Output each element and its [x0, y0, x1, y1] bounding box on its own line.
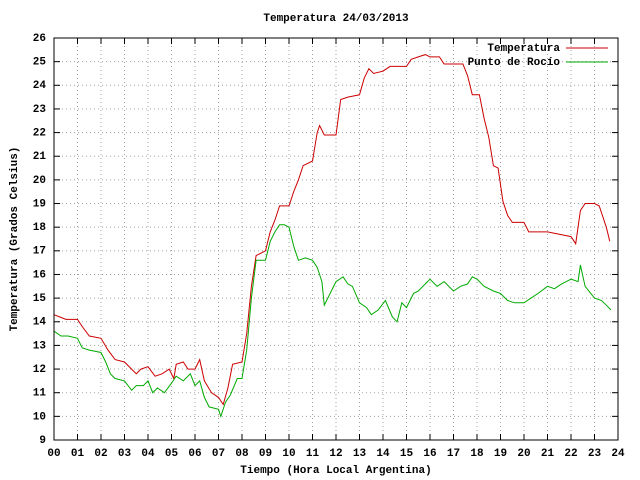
x-tick-label: 04	[141, 448, 155, 460]
x-tick-label: 20	[517, 448, 530, 460]
y-tick-label: 26	[33, 33, 46, 45]
x-tick-label: 09	[259, 448, 272, 460]
x-tick-label: 17	[447, 448, 460, 460]
y-tick-label: 23	[33, 104, 47, 116]
y-tick-label: 15	[33, 293, 47, 305]
x-axis-label: Tiempo (Hora Local Argentina)	[240, 465, 431, 477]
x-tick-label: 22	[564, 448, 577, 460]
y-tick-label: 14	[33, 317, 47, 329]
x-tick-label: 11	[306, 448, 320, 460]
x-tick-label: 00	[47, 448, 60, 460]
y-tick-label: 17	[33, 246, 46, 258]
y-tick-label: 12	[33, 364, 46, 376]
y-tick-label: 13	[33, 340, 47, 352]
y-tick-label: 25	[33, 57, 47, 69]
y-tick-label: 24	[33, 80, 47, 92]
x-tick-label: 16	[423, 448, 436, 460]
x-tick-label: 21	[541, 448, 555, 460]
y-tick-label: 21	[33, 151, 47, 163]
x-tick-label: 14	[376, 448, 390, 460]
x-tick-label: 23	[588, 448, 602, 460]
x-tick-label: 19	[494, 448, 507, 460]
x-tick-label: 05	[165, 448, 179, 460]
x-tick-label: 18	[470, 448, 484, 460]
y-tick-label: 19	[33, 198, 46, 210]
data-line	[53, 224, 612, 419]
y-tick-label: 22	[33, 127, 46, 139]
data-line	[53, 54, 611, 406]
x-tick-label: 01	[71, 448, 85, 460]
x-tick-label: 03	[118, 448, 132, 460]
legend-label: Punto de Rocío	[468, 57, 561, 69]
y-tick-label: 9	[39, 435, 46, 447]
x-tick-label: 12	[329, 448, 342, 460]
x-tick-label: 06	[188, 448, 201, 460]
x-tick-label: 10	[282, 448, 295, 460]
y-tick-label: 10	[33, 411, 46, 423]
chart-title: Temperatura 24/03/2013	[263, 13, 409, 25]
y-axis-label: Temperatura (Grados Celsius)	[9, 147, 21, 332]
y-tick-label: 16	[33, 269, 46, 281]
y-tick-label: 18	[33, 222, 47, 234]
x-tick-label: 07	[212, 448, 225, 460]
x-tick-label: 02	[94, 448, 107, 460]
y-tick-label: 11	[33, 388, 47, 400]
y-tick-label: 20	[33, 175, 46, 187]
x-tick-label: 15	[400, 448, 414, 460]
x-tick-label: 24	[611, 448, 625, 460]
x-tick-label: 13	[353, 448, 367, 460]
x-tick-label: 08	[235, 448, 249, 460]
plot-border	[53, 37, 619, 441]
legend-label: Temperatura	[487, 43, 560, 55]
